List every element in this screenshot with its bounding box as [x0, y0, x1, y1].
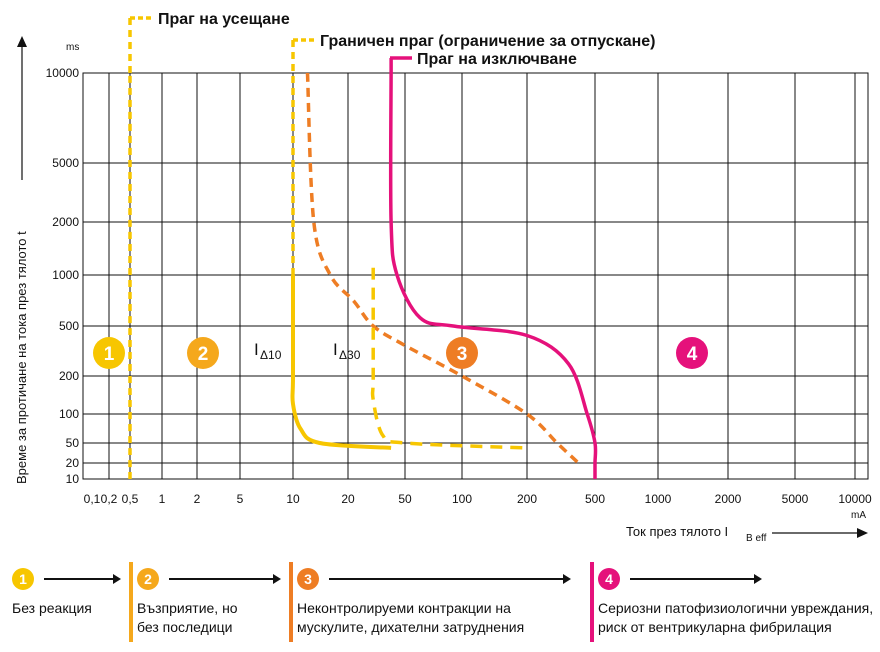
legend-label-2: Граничен праг (ограничение за отпускане) [320, 33, 656, 50]
y-unit-label: ms [66, 42, 79, 53]
series-line-4 [388, 72, 598, 479]
curve-label-2: I [333, 340, 338, 359]
zone-badge-label-1: 1 [104, 344, 115, 365]
zone-legend-badge: 3 [297, 568, 319, 590]
x-unit-label: mA [851, 510, 866, 521]
x-tick-label: 0,2 [101, 492, 118, 506]
x-tick-label: 0,5 [122, 492, 139, 506]
x-tick-label: 1000 [645, 492, 672, 506]
x-tick-label: 5 [237, 492, 244, 506]
zone-legend-line2: риск от вентрикуларна фибрилация [598, 619, 832, 635]
zone-legend-item-3: 3 Неконтролируеми контракции на мускулите,… [289, 560, 588, 652]
zone-legend-line2: мускулите, дихателни затруднения [297, 619, 525, 635]
curves [128, 18, 598, 479]
chart-grid [82, 72, 869, 480]
legend-label-1: Праг на усещане [158, 11, 290, 28]
zone-markers: 1 2 3 4 [93, 337, 708, 369]
y-tick-label: 2000 [52, 215, 79, 229]
zone-badge-label-2: 2 [198, 344, 209, 365]
x-tick-label: 10000 [838, 492, 872, 506]
curve-label-sub-1: Δ10 [260, 348, 282, 362]
zone-legend-text: Възприятие, но без последици [137, 599, 238, 637]
series-line-6 [370, 267, 528, 450]
zone-legend-separator [590, 562, 594, 642]
zone-legend-text: Без реакция [12, 599, 92, 618]
curve-label-1: I [254, 340, 259, 359]
zone-legend-item-4: 4 Сериозни патофизиологични увреждания, ри… [590, 560, 874, 652]
curve-label-sub-2: Δ30 [339, 348, 361, 362]
y-tick-label: 1000 [52, 268, 79, 282]
arrow-right-icon [329, 574, 571, 584]
zone-legend-separator [289, 562, 293, 642]
y-tick-label: 50 [66, 436, 80, 450]
zone-badge-1 [93, 337, 125, 369]
zone-legend-badge: 4 [598, 568, 620, 590]
zone-legend-line1: Неконтролируеми контракции на [297, 600, 511, 616]
legend-label-3: Праг на изключване [417, 51, 577, 68]
zone-legend-text: Неконтролируеми контракции на мускулите, … [297, 599, 524, 637]
y-tick-label: 10000 [46, 66, 80, 80]
arrow-right-icon [169, 574, 281, 584]
plot-frame [82, 72, 869, 480]
zone-legend-line1: Сериозни патофизиологични увреждания, [598, 600, 874, 616]
zone-legend: 1 Без реакция 2 Възприятие, но без последици… [0, 560, 880, 652]
zone-badge-2 [187, 337, 219, 369]
series-line-3 [305, 72, 580, 465]
x-tick-label: 1 [159, 492, 166, 506]
x-axis: 0,1 0,2 0,5 1 2 5 10 20 50 100 200 500 1000 2000 5000 1… [84, 492, 872, 544]
y-tick-label: 10 [66, 472, 80, 486]
x-tick-label: 200 [517, 492, 537, 506]
zone-legend-line1: Без реакция [12, 600, 92, 616]
y-tick-label: 100 [59, 407, 79, 421]
arrow-right-icon [44, 574, 121, 584]
x-tick-label: 100 [452, 492, 472, 506]
y-tick-label: 5000 [52, 156, 79, 170]
x-tick-label: 50 [398, 492, 412, 506]
y-tick-label: 20 [66, 456, 80, 470]
y-tick-label: 200 [59, 369, 79, 383]
zone-legend-text: Сериозни патофизиологични увреждания, рис… [598, 599, 873, 637]
x-tick-label: 2000 [715, 492, 742, 506]
zone-legend-line2: без последици [137, 619, 233, 635]
zone-legend-item-2: 2 Възприятие, но без последици [129, 560, 288, 652]
y-tick-label: 500 [59, 319, 79, 333]
x-tick-label: 20 [341, 492, 355, 506]
zone-legend-separator [129, 562, 133, 642]
x-axis-title-sub: B eff [746, 533, 767, 544]
y-axis-arrow-head [17, 36, 27, 47]
x-tick-label: 5000 [782, 492, 809, 506]
x-tick-label: 0,1 [84, 492, 101, 506]
zone-legend-line1: Възприятие, но [137, 600, 238, 616]
zone-legend-badge: 1 [12, 568, 34, 590]
y-axis-title: Време за протичане на тока през тялото t [14, 231, 29, 484]
chart-legend: Праг на усещане Граничен праг (ограничени… [130, 11, 656, 68]
x-tick-label: 2 [194, 492, 201, 506]
series-line-5 [290, 274, 392, 450]
y-axis: 10 20 50 100 200 500 1000 2000 5000 10000 ms Време … [14, 36, 79, 486]
x-axis-title: Ток през тялото I [626, 524, 728, 539]
arrow-right-icon [630, 574, 762, 584]
zone-legend-item-1: 1 Без реакция [8, 560, 128, 652]
zone-badge-label-4: 4 [687, 344, 698, 365]
x-tick-label: 10 [286, 492, 300, 506]
zone-legend-badge: 2 [137, 568, 159, 590]
zone-badge-4 [676, 337, 708, 369]
zone-badge-3 [446, 337, 478, 369]
x-axis-arrow-head [857, 528, 868, 538]
curve-labels: I Δ10 I Δ30 [254, 340, 361, 362]
zone-badge-label-3: 3 [457, 344, 468, 365]
x-tick-label: 500 [585, 492, 605, 506]
